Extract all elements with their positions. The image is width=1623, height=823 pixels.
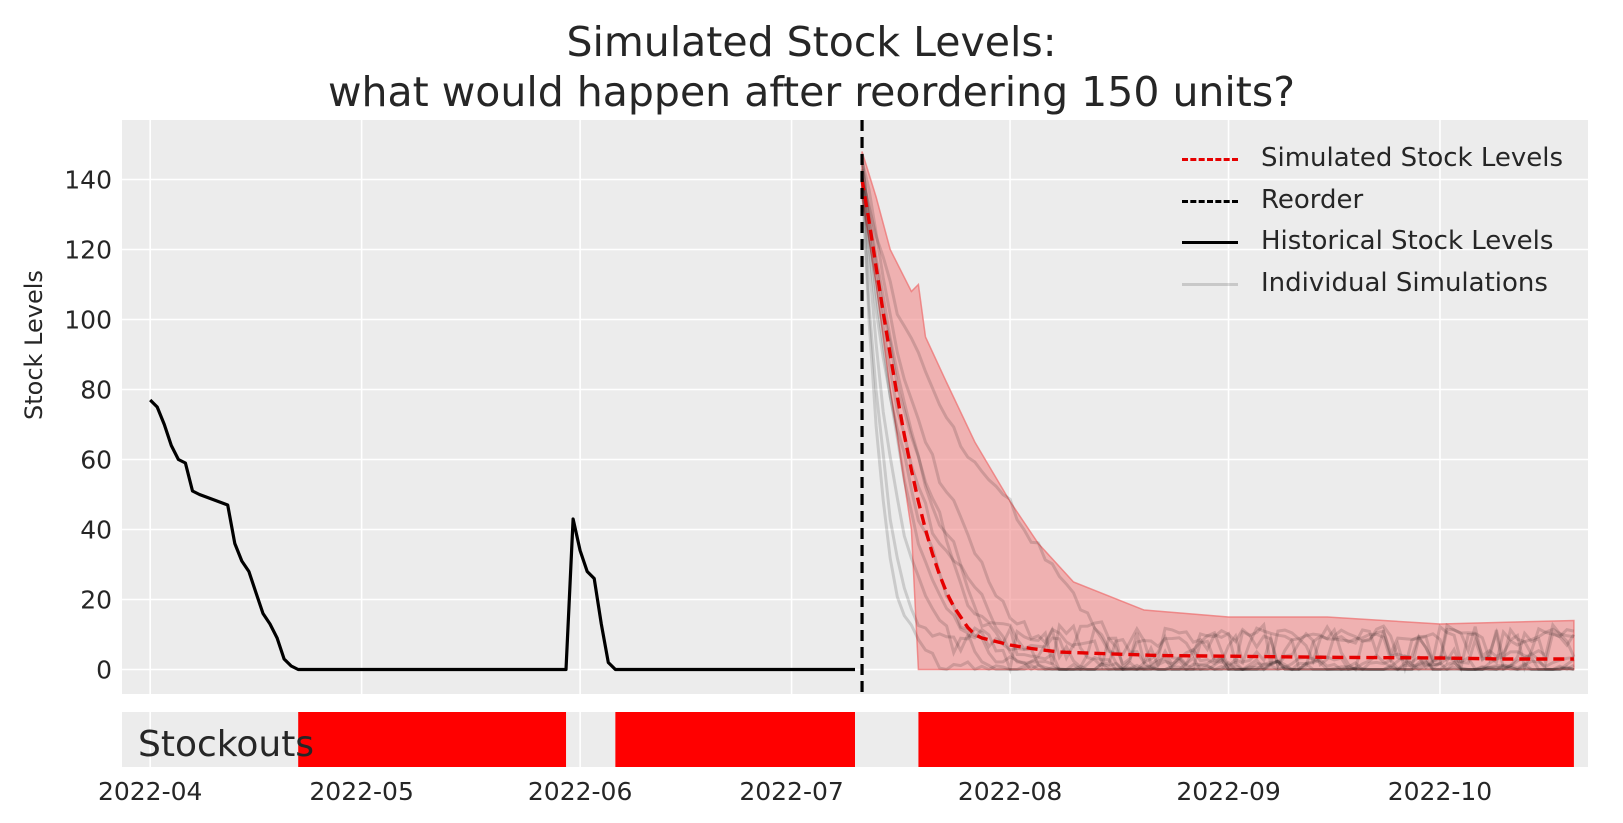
- chart-title-line-1: Simulated Stock Levels:: [566, 18, 1057, 66]
- stockouts-label: Stockouts: [138, 724, 315, 765]
- y-tick-label: 100: [64, 306, 112, 335]
- chart-title-line-2: what would happen after reordering 150 u…: [327, 68, 1296, 116]
- y-axis-tick-labels: 0 20 40 60 80 100 120 140: [64, 166, 112, 685]
- y-tick-label: 0: [96, 656, 112, 685]
- individual-simulation-line: [860, 177, 1575, 672]
- individual-simulation-line: [860, 177, 1575, 672]
- stockout-bar: [298, 712, 567, 767]
- y-tick-label: 140: [64, 166, 112, 195]
- y-axis-label: Stock Levels: [20, 270, 48, 420]
- individual-simulation-line: [860, 169, 1575, 672]
- legend-label-individual: Individual Simulations: [1261, 267, 1548, 298]
- x-tick-label: 2022-09: [1176, 777, 1280, 806]
- x-tick-label: 2022-04: [98, 777, 202, 806]
- legend-label-simulated: Simulated Stock Levels: [1261, 143, 1564, 173]
- x-tick-label: 2022-10: [1388, 777, 1492, 806]
- legend-swatch-reorder: [1182, 199, 1238, 203]
- main-gridlines: [122, 120, 1588, 694]
- x-tick-label: 2022-06: [528, 777, 632, 806]
- y-tick-label: 60: [80, 446, 112, 475]
- individual-simulation-line: [860, 160, 1575, 673]
- individual-simulation-line: [860, 179, 1575, 672]
- legend-label-reorder: Reorder: [1261, 184, 1364, 215]
- simulated-stock-line: [860, 179, 1574, 661]
- individual-simulation-line: [860, 176, 1575, 672]
- main-plot-background: [122, 120, 1588, 694]
- y-tick-label: 120: [64, 236, 112, 265]
- individual-simulation-line: [860, 173, 1576, 675]
- legend-swatch-simulated: [1182, 158, 1238, 161]
- historical-stock-line: [149, 398, 855, 672]
- stockout-bar: [918, 712, 1574, 767]
- legend-swatch-historical: [1182, 241, 1238, 244]
- x-tick-label: 2022-05: [309, 777, 413, 806]
- simulation-interval-band: [861, 151, 1575, 671]
- legend-swatch-individual: [1182, 282, 1238, 286]
- x-axis-tick-labels: 2022-04 2022-05 2022-06 2022-07 2022-08 2022-…: [98, 777, 1492, 806]
- individual-simulation-line: [860, 159, 1576, 675]
- x-tick-label: 2022-08: [958, 777, 1062, 806]
- stockout-bar: [615, 712, 855, 767]
- legend-label-historical: Historical Stock Levels: [1261, 226, 1554, 256]
- y-tick-label: 80: [80, 376, 112, 405]
- y-tick-label: 20: [80, 586, 112, 615]
- stockout-bars: [298, 712, 1574, 767]
- y-tick-label: 40: [80, 516, 112, 545]
- x-tick-label: 2022-07: [739, 777, 843, 806]
